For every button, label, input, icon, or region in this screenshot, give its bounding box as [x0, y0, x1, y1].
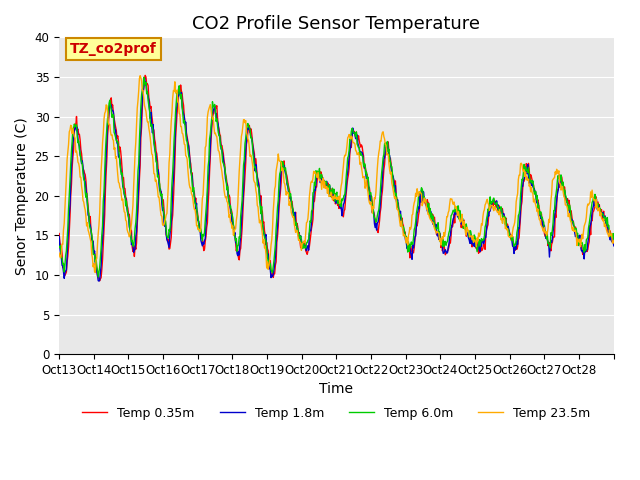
Temp 0.35m — [121, 186, 129, 192]
Line: Temp 6.0m: Temp 6.0m — [59, 77, 614, 277]
Line: Temp 1.8m: Temp 1.8m — [59, 78, 614, 281]
Temp 23.5m — [395, 213, 403, 219]
Temp 6.0m — [395, 209, 403, 215]
Y-axis label: Senor Temperature (C): Senor Temperature (C) — [15, 117, 29, 275]
Temp 1.8m — [55, 233, 63, 239]
Temp 23.5m — [121, 209, 129, 215]
Temp 6.0m — [121, 192, 129, 198]
Temp 23.5m — [426, 216, 434, 222]
Temp 6.0m — [94, 274, 102, 280]
Temp 1.8m — [252, 168, 259, 174]
Temp 23.5m — [224, 200, 232, 205]
Line: Temp 23.5m: Temp 23.5m — [59, 76, 614, 273]
Temp 23.5m — [55, 250, 63, 256]
Temp 6.0m — [252, 164, 259, 169]
Temp 0.35m — [141, 72, 149, 78]
Temp 6.0m — [272, 226, 280, 232]
X-axis label: Time: Time — [319, 383, 353, 396]
Text: TZ_co2prof: TZ_co2prof — [70, 42, 157, 56]
Temp 0.35m — [426, 214, 434, 220]
Temp 6.0m — [55, 243, 63, 249]
Temp 23.5m — [92, 270, 99, 276]
Temp 1.8m — [121, 194, 129, 200]
Temp 23.5m — [252, 180, 259, 186]
Temp 6.0m — [610, 237, 618, 242]
Temp 1.8m — [426, 212, 434, 217]
Line: Temp 0.35m: Temp 0.35m — [59, 75, 614, 281]
Temp 1.8m — [224, 186, 232, 192]
Temp 1.8m — [95, 278, 103, 284]
Temp 0.35m — [224, 182, 232, 188]
Temp 1.8m — [141, 75, 148, 81]
Temp 0.35m — [610, 238, 618, 244]
Legend: Temp 0.35m, Temp 1.8m, Temp 6.0m, Temp 23.5m: Temp 0.35m, Temp 1.8m, Temp 6.0m, Temp 2… — [77, 402, 596, 424]
Temp 1.8m — [272, 243, 280, 249]
Temp 0.35m — [252, 166, 259, 172]
Title: CO2 Profile Sensor Temperature: CO2 Profile Sensor Temperature — [193, 15, 481, 33]
Temp 6.0m — [426, 205, 434, 211]
Temp 23.5m — [272, 168, 280, 174]
Temp 0.35m — [395, 211, 403, 217]
Temp 1.8m — [610, 243, 618, 249]
Temp 23.5m — [610, 238, 618, 243]
Temp 0.35m — [96, 278, 104, 284]
Temp 0.35m — [272, 259, 280, 265]
Temp 0.35m — [55, 231, 63, 237]
Temp 23.5m — [136, 73, 144, 79]
Temp 6.0m — [140, 74, 148, 80]
Temp 6.0m — [224, 184, 232, 190]
Temp 1.8m — [395, 210, 403, 216]
